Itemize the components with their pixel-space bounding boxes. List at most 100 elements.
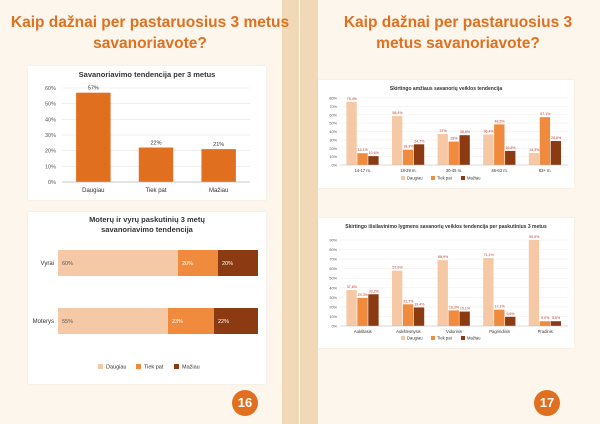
chart-card-education: Skirtingo išsilavinimo lygmens savanorių… bbox=[318, 218, 574, 348]
data-label: 57,9% bbox=[392, 266, 403, 270]
x-tick-label: 63+ m. bbox=[539, 168, 552, 173]
page-sidebar bbox=[300, 0, 318, 424]
x-tick-label: Vidurinis bbox=[446, 329, 462, 334]
legend-label: Mažiau bbox=[182, 365, 200, 371]
data-label: 16,3% bbox=[449, 305, 460, 309]
x-tick-label: 46-63 m. bbox=[491, 168, 508, 173]
data-label: 9,6% bbox=[506, 312, 515, 316]
y-tick-label: Vyrai bbox=[41, 261, 54, 267]
y-tick-label: 0% bbox=[332, 325, 338, 329]
y-tick-label: 70% bbox=[329, 258, 337, 262]
bar bbox=[448, 310, 459, 326]
bar bbox=[368, 156, 379, 165]
y-tick-label: 40% bbox=[45, 117, 56, 123]
data-label: 55% bbox=[62, 319, 73, 325]
data-label: 16,8% bbox=[505, 146, 516, 150]
legend-label: Tiek pat bbox=[144, 365, 164, 371]
data-label: 71,1% bbox=[484, 253, 495, 257]
legend-swatch bbox=[174, 364, 179, 369]
bar bbox=[483, 134, 494, 165]
y-tick-label: 60% bbox=[329, 267, 337, 271]
data-label: 75,4% bbox=[347, 97, 358, 101]
bar bbox=[402, 304, 414, 326]
bar-segment bbox=[58, 250, 178, 276]
y-tick-label: 60% bbox=[329, 113, 337, 117]
y-tick-label: 10% bbox=[45, 164, 56, 170]
data-label: 18,3% bbox=[403, 145, 414, 149]
page-title: Kaip dažnai per pastaruosius 3 metus sav… bbox=[343, 14, 573, 52]
data-label: 17,1% bbox=[494, 305, 505, 309]
page-number: 17 bbox=[534, 390, 560, 416]
legend-swatch bbox=[401, 176, 405, 180]
bar-segment bbox=[218, 250, 258, 276]
y-tick-label: 90% bbox=[329, 239, 337, 243]
bar-segment bbox=[178, 250, 218, 276]
bar bbox=[357, 298, 368, 326]
page-sidebar bbox=[282, 0, 300, 424]
data-label: 33,2% bbox=[369, 289, 380, 293]
legend-swatch bbox=[136, 364, 141, 369]
x-tick-label: Pradinis bbox=[538, 329, 553, 334]
data-label: 14,1% bbox=[358, 148, 369, 152]
data-label: 23% bbox=[172, 319, 183, 325]
y-tick-label: 30% bbox=[329, 296, 337, 300]
bar bbox=[413, 144, 425, 165]
x-tick-label: Aukštasis bbox=[354, 329, 372, 334]
data-label: 20% bbox=[182, 261, 193, 267]
bar bbox=[201, 149, 236, 182]
y-tick-label: 50% bbox=[329, 122, 337, 126]
data-label: 68,9% bbox=[438, 255, 449, 259]
y-tick-label: 50% bbox=[45, 102, 56, 108]
x-tick-label: Aukštesnysis bbox=[396, 329, 420, 334]
data-label: 24,7% bbox=[414, 139, 425, 143]
bar bbox=[437, 134, 448, 165]
bar bbox=[494, 124, 505, 165]
page-left: Kaip dažnai per pastaruosius 3 metus sav… bbox=[0, 0, 300, 424]
legend-label: Mažiau bbox=[467, 176, 481, 181]
bar bbox=[368, 294, 379, 326]
legend-label: Daugiau bbox=[407, 176, 423, 181]
legend-label: Mažiau bbox=[467, 336, 481, 341]
bar bbox=[76, 92, 111, 182]
bar bbox=[459, 311, 470, 326]
data-label: 48,5% bbox=[494, 119, 505, 123]
age-grouped-chart: Skirtingo amžiaus savanorių veiklos tend… bbox=[329, 86, 568, 181]
y-tick-label: Moterys bbox=[33, 319, 54, 325]
chart-card-trend: Savanoriavimo tendencija per 3 metus 0% 10… bbox=[28, 66, 266, 200]
y-tick-label: 0% bbox=[332, 164, 338, 168]
bar bbox=[448, 141, 459, 165]
gender-stacked-chart: Moterų ir vyrų paskutinių 3 metųsavanori… bbox=[33, 215, 258, 371]
legend-label: Daugiau bbox=[407, 336, 423, 341]
data-label: 35,6% bbox=[460, 130, 471, 134]
data-label: 5,0% bbox=[541, 316, 550, 320]
data-label: 10,6% bbox=[369, 151, 380, 155]
y-tick-label: 10% bbox=[329, 315, 337, 319]
data-label: 36,4% bbox=[484, 130, 495, 134]
legend-swatch bbox=[461, 336, 465, 340]
bar bbox=[459, 135, 470, 165]
bar bbox=[391, 270, 403, 326]
bar bbox=[346, 290, 357, 326]
y-tick-label: 20% bbox=[45, 149, 56, 155]
data-label: 19,4% bbox=[414, 302, 425, 306]
y-tick-label: 50% bbox=[329, 277, 337, 281]
y-tick-label: 20% bbox=[329, 305, 337, 309]
y-tick-label: 70% bbox=[329, 105, 337, 109]
data-label: 57,1% bbox=[540, 112, 551, 116]
bar bbox=[505, 150, 516, 165]
chart-title: Savanoriavimo tendencija per 3 metus bbox=[79, 70, 216, 79]
y-tick-label: 80% bbox=[329, 248, 337, 252]
data-label: 15,1% bbox=[460, 307, 471, 311]
legend-swatch bbox=[98, 364, 103, 369]
data-label: 21% bbox=[213, 142, 224, 148]
bar bbox=[539, 321, 551, 326]
bar bbox=[391, 116, 403, 165]
y-tick-label: 30% bbox=[45, 133, 56, 139]
bar bbox=[437, 260, 448, 326]
data-label: 60% bbox=[62, 261, 73, 267]
bar bbox=[402, 149, 414, 165]
x-tick-label: Tiek pat bbox=[145, 188, 166, 194]
bar bbox=[494, 309, 505, 326]
bar bbox=[357, 153, 368, 165]
data-label: 14,3% bbox=[529, 148, 540, 152]
